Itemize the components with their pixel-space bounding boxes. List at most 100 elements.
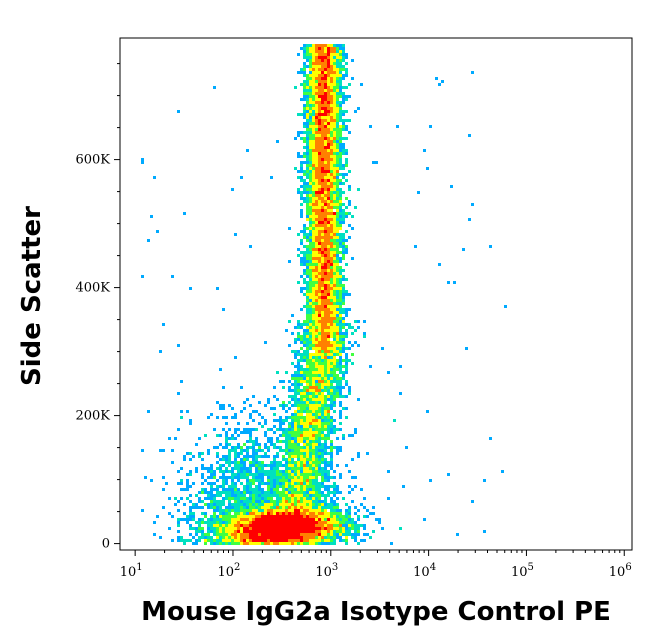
density-cell	[339, 275, 342, 278]
density-cell	[324, 359, 327, 362]
density-cell	[312, 95, 315, 98]
density-cell	[321, 209, 324, 212]
density-cell	[315, 479, 318, 482]
density-cell	[231, 446, 234, 449]
density-cell	[339, 209, 342, 212]
density-cell	[237, 533, 240, 536]
density-cell	[321, 137, 324, 140]
density-cell	[261, 503, 264, 506]
density-cell	[327, 413, 330, 416]
density-cell	[351, 227, 354, 230]
density-cell	[168, 527, 171, 530]
density-cell	[339, 386, 342, 389]
density-cell	[336, 191, 339, 194]
density-cell	[354, 110, 357, 113]
density-cell	[180, 479, 183, 482]
density-cell	[318, 515, 321, 518]
density-cell	[273, 533, 276, 536]
density-cell	[297, 152, 300, 155]
density-cell	[306, 44, 309, 47]
density-cell	[309, 224, 312, 227]
density-cell	[273, 521, 276, 524]
density-cell	[312, 191, 315, 194]
density-cell	[351, 326, 354, 329]
density-cell	[312, 188, 315, 191]
density-cell	[348, 185, 351, 188]
density-cell	[309, 158, 312, 161]
density-cell	[324, 338, 327, 341]
density-cell	[222, 530, 225, 533]
density-cell	[339, 323, 342, 326]
density-cell	[309, 245, 312, 248]
density-cell	[282, 419, 285, 422]
density-cell	[306, 488, 309, 491]
density-cell	[210, 413, 213, 416]
density-cell	[297, 413, 300, 416]
density-cell	[306, 509, 309, 512]
density-cell	[324, 275, 327, 278]
density-cell	[312, 125, 315, 128]
density-cell	[342, 530, 345, 533]
density-cell	[330, 371, 333, 374]
density-cell	[294, 476, 297, 479]
density-cell	[336, 437, 339, 440]
density-cell	[336, 176, 339, 179]
density-cell	[471, 71, 474, 74]
density-cell	[339, 515, 342, 518]
density-cell	[204, 539, 207, 542]
density-cell	[342, 245, 345, 248]
density-cell	[315, 179, 318, 182]
density-cell	[306, 77, 309, 80]
density-cell	[327, 422, 330, 425]
density-cell	[303, 233, 306, 236]
density-cell	[306, 440, 309, 443]
density-cell	[297, 464, 300, 467]
density-cell	[288, 476, 291, 479]
density-cell	[324, 230, 327, 233]
density-cell	[315, 395, 318, 398]
density-cell	[333, 503, 336, 506]
density-cell	[300, 539, 303, 542]
density-cell	[339, 149, 342, 152]
density-cell	[318, 413, 321, 416]
density-cell	[324, 293, 327, 296]
density-cell	[318, 56, 321, 59]
density-cell	[243, 485, 246, 488]
density-cell	[315, 356, 318, 359]
density-cell	[315, 233, 318, 236]
density-cell	[318, 131, 321, 134]
density-cell	[324, 50, 327, 53]
density-cell	[234, 494, 237, 497]
density-cell	[225, 509, 228, 512]
density-cell	[327, 83, 330, 86]
density-cell	[219, 443, 222, 446]
density-cell	[309, 266, 312, 269]
density-cell	[333, 401, 336, 404]
density-cell	[330, 506, 333, 509]
density-cell	[315, 299, 318, 302]
density-cell	[234, 455, 237, 458]
density-cell	[297, 335, 300, 338]
density-cell	[318, 509, 321, 512]
density-cell	[327, 170, 330, 173]
density-cell	[276, 500, 279, 503]
density-cell	[327, 341, 330, 344]
density-cell	[462, 248, 465, 251]
density-cell	[306, 152, 309, 155]
density-cell	[327, 434, 330, 437]
density-cell	[345, 68, 348, 71]
density-cell	[303, 500, 306, 503]
density-cell	[249, 485, 252, 488]
density-cell	[321, 428, 324, 431]
density-cell	[297, 188, 300, 191]
density-cell	[330, 428, 333, 431]
density-cell	[306, 176, 309, 179]
density-cell	[282, 500, 285, 503]
density-cell	[267, 464, 270, 467]
density-cell	[294, 371, 297, 374]
density-cell	[333, 44, 336, 47]
density-cell	[336, 521, 339, 524]
density-cell	[309, 77, 312, 80]
density-cell	[243, 488, 246, 491]
density-cell	[303, 341, 306, 344]
